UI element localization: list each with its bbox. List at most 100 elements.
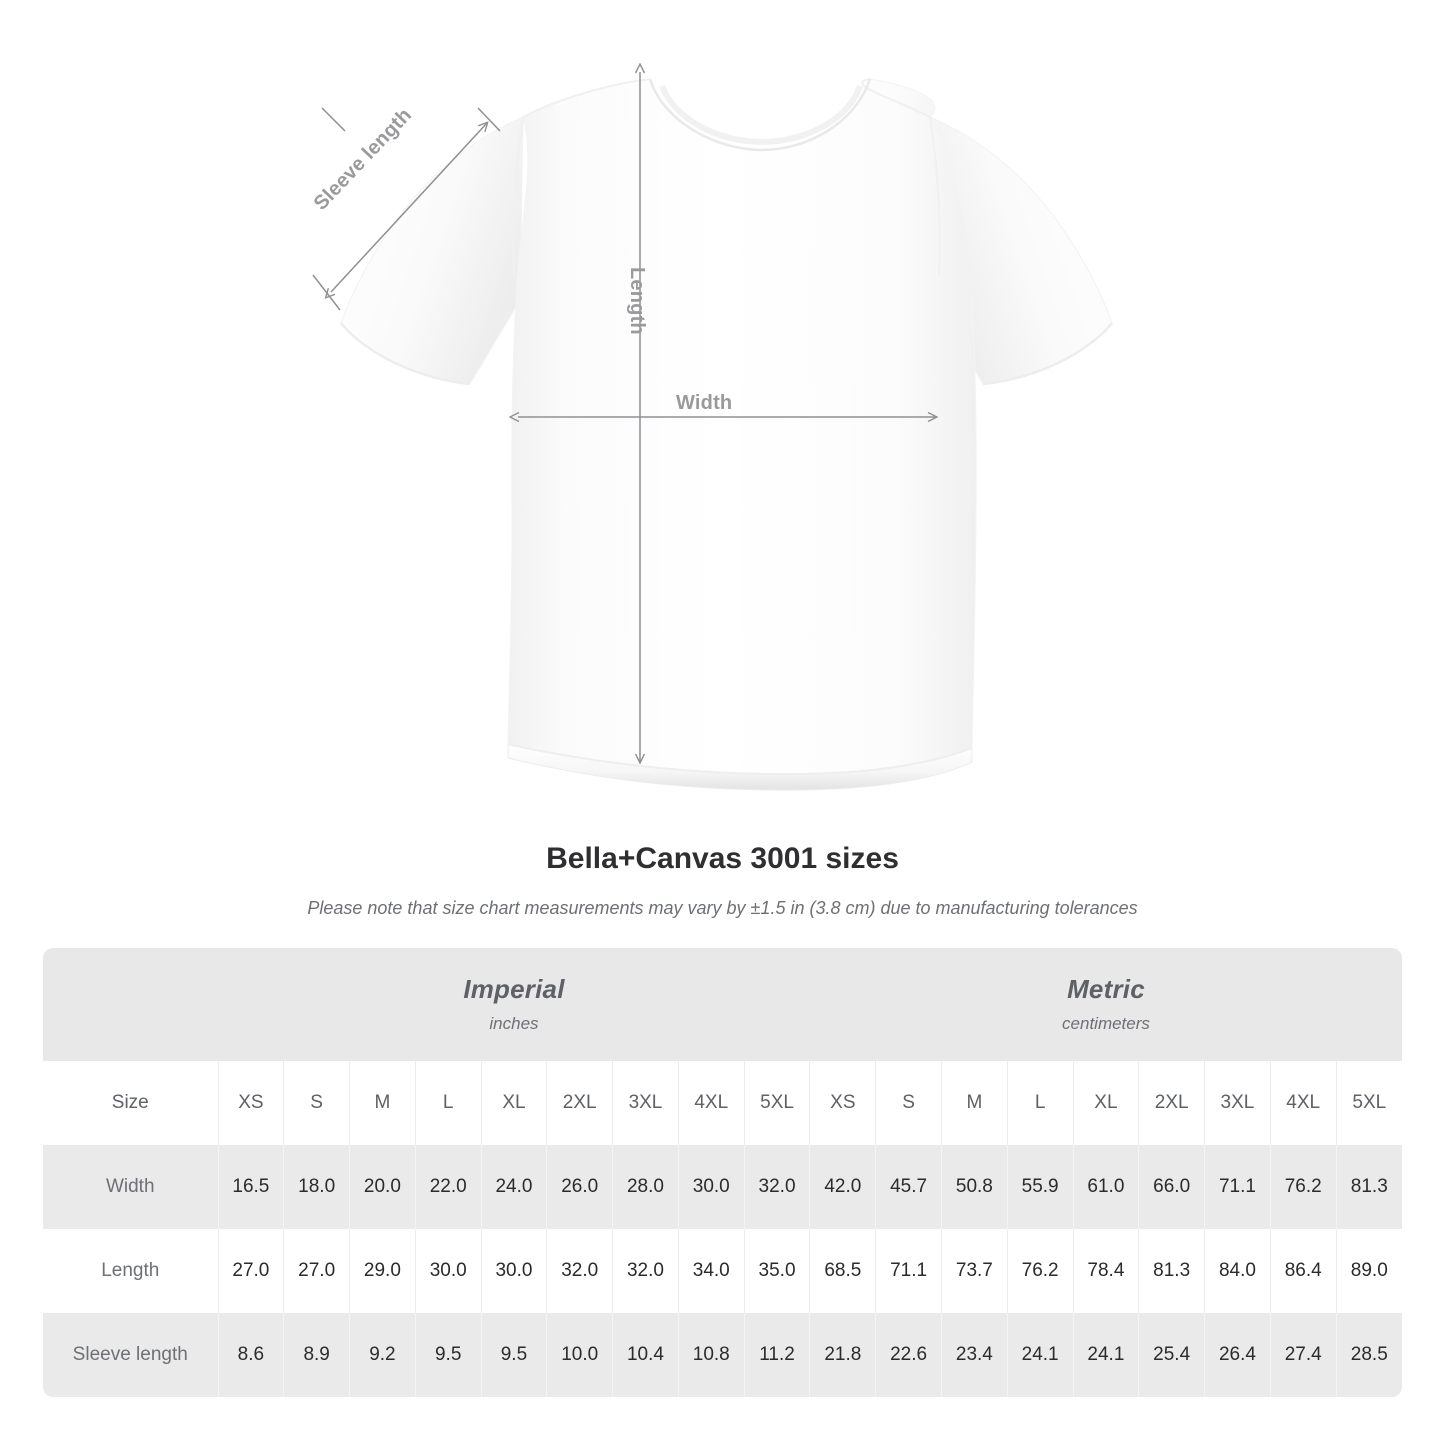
shirt-right-sleeve	[929, 116, 1113, 386]
measurement-cell: 24.1	[1073, 1313, 1140, 1397]
measurement-cell: 16.5	[218, 1145, 285, 1229]
measurement-cell: 89.0	[1336, 1229, 1402, 1313]
measurement-row-label: Width	[43, 1145, 219, 1229]
size-table-wrapper: Imperial inches Metric centimeters Size XS S M L…	[43, 948, 1402, 1397]
measurement-cell: 76.2	[1007, 1229, 1074, 1313]
measurement-cell: 25.4	[1138, 1313, 1206, 1397]
size-column-header: M	[349, 1061, 416, 1145]
unit-header-row: Imperial inches Metric centimeters	[43, 948, 1402, 1061]
measurement-cell: 24.1	[1007, 1313, 1074, 1397]
measurement-cell: 32.0	[744, 1145, 811, 1229]
measurement-cell: 10.8	[678, 1313, 745, 1397]
unit-header-spacer	[43, 948, 218, 1061]
size-column-header: 3XL	[612, 1061, 679, 1145]
measurement-cell: 18.0	[283, 1145, 351, 1229]
size-column-header: XS	[218, 1061, 285, 1145]
measurement-cell: 30.0	[481, 1229, 548, 1313]
size-chart-table: Imperial inches Metric centimeters Size XS S M L…	[43, 948, 1402, 1397]
unit-group-name: Metric	[1067, 974, 1145, 1005]
tshirt-diagram-svg	[312, 0, 1113, 791]
size-column-header: XS	[809, 1061, 877, 1145]
measurement-cell: 9.2	[349, 1313, 416, 1397]
size-column-header: L	[415, 1061, 482, 1145]
measurement-row-label: Length	[43, 1229, 219, 1313]
sleeve-length-dimension	[312, 107, 501, 311]
measurement-cell: 35.0	[744, 1229, 811, 1313]
size-header-row: Size XS S M L XL 2XL 3XL 4XL 5XL XS S M L XL 2XL 3XL 4XL 5…	[43, 1061, 1402, 1145]
shirt-body	[507, 78, 977, 791]
measurement-cell: 27.0	[283, 1229, 351, 1313]
measurement-cell: 81.3	[1336, 1145, 1402, 1229]
measurement-row-label: Sleeve length	[43, 1313, 219, 1397]
unit-group-metric: Metric centimeters	[809, 948, 1402, 1061]
unit-group-name: Imperial	[463, 974, 565, 1005]
size-column-header: S	[283, 1061, 351, 1145]
sleeve-tick-lower	[312, 274, 341, 311]
measurement-cell: 26.0	[546, 1145, 614, 1229]
measurement-cell: 61.0	[1073, 1145, 1140, 1229]
measurement-cell: 21.8	[809, 1313, 877, 1397]
measurement-cell: 50.8	[941, 1145, 1008, 1229]
tolerance-note: Please note that size chart measurements…	[307, 898, 1138, 918]
measurement-cell: 76.2	[1270, 1145, 1337, 1229]
measurement-cell: 30.0	[415, 1229, 482, 1313]
width-label: Width	[676, 392, 733, 414]
size-column-header: 2XL	[1138, 1061, 1206, 1145]
table-row: Sleeve length 8.6 8.9 9.2 9.5 9.5 10.0 10.4 10.8…	[43, 1313, 1402, 1397]
size-column-header: 4XL	[678, 1061, 745, 1145]
size-column-header: L	[1007, 1061, 1074, 1145]
size-column-header: S	[875, 1061, 942, 1145]
unit-group-imperial: Imperial inches	[218, 948, 810, 1061]
measurement-cell: 71.1	[875, 1229, 942, 1313]
measurement-cell: 22.0	[415, 1145, 482, 1229]
measurement-cell: 28.5	[1336, 1313, 1402, 1397]
tshirt-illustration: Sleeve length Length Width	[310, 0, 1113, 791]
measurement-cell: 73.7	[941, 1229, 1008, 1313]
table-row: Length 27.0 27.0 29.0 30.0 30.0 32.0 32.0 34.0 35…	[43, 1229, 1402, 1313]
size-column-header: 4XL	[1270, 1061, 1337, 1145]
size-column-header: 2XL	[546, 1061, 614, 1145]
size-column-header: XL	[481, 1061, 548, 1145]
measurement-cell: 45.7	[875, 1145, 942, 1229]
measurement-cell: 11.2	[744, 1313, 811, 1397]
measurement-cell: 8.9	[283, 1313, 351, 1397]
measurement-cell: 42.0	[809, 1145, 877, 1229]
measurement-cell: 10.0	[546, 1313, 614, 1397]
measurement-cell: 84.0	[1204, 1229, 1271, 1313]
size-header-label: Size	[43, 1061, 219, 1145]
measurement-cell: 81.3	[1138, 1229, 1206, 1313]
unit-group-sub: centimeters	[1062, 1014, 1150, 1034]
measurement-cell: 23.4	[941, 1313, 1008, 1397]
sleeve-length-arrow	[331, 123, 487, 292]
size-column-header: 5XL	[1336, 1061, 1402, 1145]
measurement-cell: 68.5	[809, 1229, 877, 1313]
measurement-cell: 71.1	[1204, 1145, 1271, 1229]
measurement-cell: 30.0	[678, 1145, 745, 1229]
measurement-cell: 66.0	[1138, 1145, 1206, 1229]
measurement-cell: 32.0	[546, 1229, 614, 1313]
page-title: Bella+Canvas 3001 sizes	[546, 842, 899, 875]
measurement-cell: 22.6	[875, 1313, 942, 1397]
sleeve-tick-end	[477, 107, 501, 132]
size-column-header: 3XL	[1204, 1061, 1271, 1145]
measurement-cell: 29.0	[349, 1229, 416, 1313]
length-label: Length	[626, 267, 648, 335]
size-column-header: M	[941, 1061, 1008, 1145]
measurement-cell: 28.0	[612, 1145, 679, 1229]
sleeve-tick-start	[321, 107, 346, 132]
measurement-cell: 24.0	[481, 1145, 548, 1229]
unit-group-sub: inches	[489, 1014, 539, 1034]
measurement-cell: 27.4	[1270, 1313, 1337, 1397]
measurement-cell: 9.5	[415, 1313, 482, 1397]
table-row: Width 16.5 18.0 20.0 22.0 24.0 26.0 28.0 30.0 32.…	[43, 1145, 1402, 1229]
measurement-cell: 26.4	[1204, 1313, 1271, 1397]
measurement-cell: 10.4	[612, 1313, 679, 1397]
measurement-cell: 27.0	[218, 1229, 285, 1313]
measurement-cell: 34.0	[678, 1229, 745, 1313]
size-column-header: 5XL	[744, 1061, 811, 1145]
size-column-header: XL	[1073, 1061, 1140, 1145]
title-block: Bella+Canvas 3001 sizes Please note that…	[0, 840, 1445, 920]
measurement-cell: 55.9	[1007, 1145, 1074, 1229]
measurement-cell: 9.5	[481, 1313, 548, 1397]
